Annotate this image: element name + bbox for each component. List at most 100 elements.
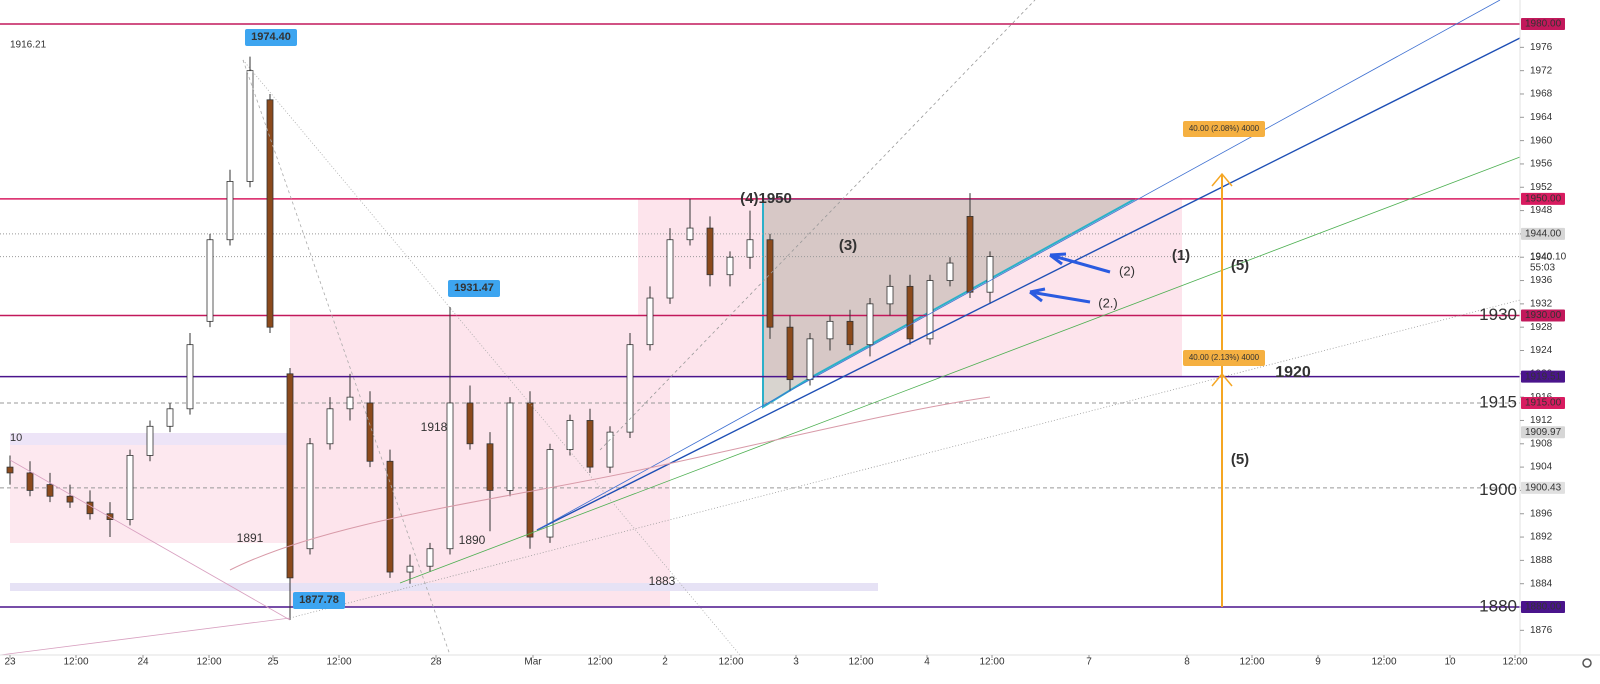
y-tick-label: 1928 — [1530, 322, 1553, 333]
candle-body — [306, 443, 314, 550]
level-note: 1900 — [1479, 480, 1517, 499]
candle-body — [426, 548, 434, 567]
candle-body — [406, 565, 414, 573]
y-tick-label: 1960 — [1530, 135, 1553, 146]
note: (5) — [1231, 257, 1249, 274]
note: 1920 — [1275, 364, 1311, 381]
x-tick-label: 12:00 — [1502, 657, 1527, 668]
candle-body — [106, 513, 114, 520]
note: (2.) — [1098, 295, 1118, 310]
y-tick-label: 1968 — [1530, 89, 1553, 100]
level-note: 1930 — [1479, 305, 1517, 324]
y-tick-label: 1956 — [1530, 159, 1553, 170]
candle-body — [346, 396, 354, 410]
level-note: 1915 — [1479, 392, 1517, 411]
candle-body — [6, 466, 14, 474]
level-tag — [1521, 426, 1565, 439]
candle-body — [506, 402, 514, 491]
candle-body — [646, 297, 654, 346]
x-tick-label: 12:00 — [196, 657, 221, 668]
x-tick-label: 4 — [924, 657, 930, 668]
candle-body — [626, 344, 634, 433]
candle-body — [66, 495, 74, 503]
note: (3) — [839, 237, 857, 254]
measure-label: 40.00 (2.13%) 4000 — [1189, 353, 1260, 362]
y-tick-label: 1896 — [1530, 508, 1553, 519]
candle-body — [666, 239, 674, 299]
x-tick-label: Mar — [524, 657, 542, 668]
x-tick-label: 25 — [267, 657, 279, 668]
x-tick-label: 12:00 — [979, 657, 1004, 668]
candle-body — [466, 402, 474, 445]
x-tick-label: 12:00 — [848, 657, 873, 668]
note: (5) — [1231, 451, 1249, 468]
y-tick-label: 1892 — [1530, 532, 1553, 543]
candle-body — [166, 408, 174, 427]
candle-body — [866, 303, 874, 346]
callout-label: 1877.78 — [299, 594, 339, 606]
measure-label: 40.00 (2.08%) 4000 — [1189, 124, 1260, 133]
note: 1883 — [649, 574, 676, 588]
level-tag-label: 1880.00 — [1525, 602, 1562, 613]
note: 1916.21 — [10, 40, 47, 51]
candle-body — [706, 227, 714, 276]
candle-body — [266, 99, 274, 328]
callout-label: 1931.47 — [454, 282, 494, 294]
x-tick-label: 24 — [137, 657, 149, 668]
level-tag — [1521, 227, 1565, 240]
note: 1918 — [421, 420, 448, 434]
note: (4)1950 — [740, 190, 792, 207]
note: 10 — [10, 432, 22, 444]
x-tick-label: 9 — [1315, 657, 1321, 668]
candle-body — [546, 449, 554, 538]
last-price-label: 1940.10 — [1530, 251, 1567, 262]
x-tick-label: 3 — [793, 657, 799, 668]
candle-body — [846, 320, 854, 346]
x-tick-label: 12:00 — [1239, 657, 1264, 668]
candle-body — [566, 420, 574, 451]
y-tick-label: 1912 — [1530, 415, 1553, 426]
candle-body — [86, 501, 94, 515]
callout — [293, 592, 345, 609]
level-tag — [1521, 601, 1565, 614]
x-tick-label: 12:00 — [326, 657, 351, 668]
candle-body — [766, 239, 774, 328]
candle-body — [746, 239, 754, 258]
level-tag — [1521, 370, 1565, 383]
level-note: 1880 — [1479, 597, 1517, 616]
candle-body — [286, 373, 294, 579]
candle-body — [926, 280, 934, 340]
y-tick-label: 1972 — [1530, 65, 1553, 76]
y-tick-label: 1948 — [1530, 205, 1553, 216]
x-tick-label: 12:00 — [1371, 657, 1396, 668]
x-tick-label: 12:00 — [718, 657, 743, 668]
y-tick-label: 1976 — [1530, 42, 1553, 53]
y-tick-label: 1924 — [1530, 345, 1553, 356]
candle-body — [726, 256, 734, 276]
candle-body — [146, 425, 154, 456]
candle-body — [126, 455, 134, 520]
x-tick-label: 7 — [1086, 657, 1092, 668]
level-tag-label: 1930.00 — [1525, 310, 1562, 321]
y-tick-label: 1888 — [1530, 555, 1553, 566]
candle-body — [946, 262, 954, 281]
y-tick-label: 1940 — [1530, 252, 1553, 263]
y-tick-label: 1884 — [1530, 578, 1553, 589]
x-tick-label: 28 — [430, 657, 442, 668]
level-tag-label: 1919.51 — [1525, 371, 1562, 382]
candle-body — [26, 472, 34, 491]
x-tick-label: 23 — [4, 657, 16, 668]
candle-body — [966, 216, 974, 293]
x-tick-label: 12:00 — [587, 657, 612, 668]
x-tick-label: 12:00 — [63, 657, 88, 668]
callout — [448, 280, 500, 297]
measure-box — [1183, 350, 1265, 366]
candle-body — [806, 338, 814, 381]
candle-body — [186, 344, 194, 410]
x-tick-label: 2 — [662, 657, 668, 668]
candle-body — [246, 70, 254, 182]
x-tick-label: 10 — [1444, 657, 1456, 668]
level-tag-label: 1944.00 — [1525, 229, 1562, 240]
